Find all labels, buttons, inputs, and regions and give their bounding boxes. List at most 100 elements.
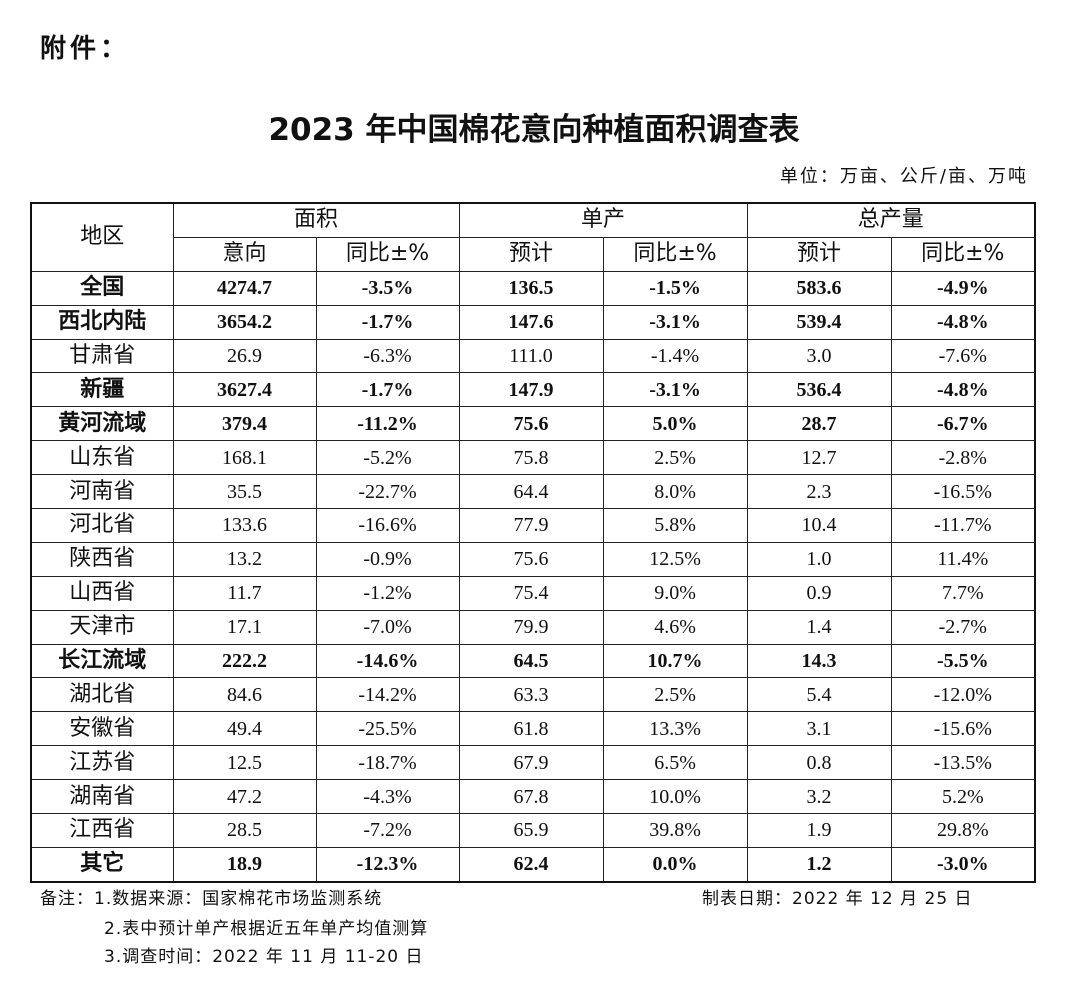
cell-area: 11.7 <box>172 575 317 611</box>
cell-output: 1.0 <box>746 541 892 577</box>
cell-output: 1.9 <box>746 813 892 848</box>
cell-yield: 64.5 <box>458 643 604 679</box>
cell-area: 84.6 <box>172 677 317 713</box>
cell-output-yoy: -3.0% <box>890 846 1036 883</box>
cell-area-yoy: -3.5% <box>315 270 460 306</box>
cell-region: 新疆 <box>30 372 174 408</box>
cell-yield-yoy: -3.1% <box>602 304 748 340</box>
cell-area-yoy: -1.7% <box>315 372 460 408</box>
cell-output: 0.9 <box>746 575 892 611</box>
cell-yield-yoy: -3.1% <box>602 372 748 408</box>
cell-output-yoy: 29.8% <box>890 813 1036 848</box>
table-row: 江苏省 12.5 -18.7% 67.9 6.5% 0.8 -13.5% <box>30 745 1036 781</box>
header-row-1: 地区 面积 单产 总产量 <box>30 202 1036 272</box>
cell-output: 12.7 <box>746 440 892 476</box>
cell-yield: 147.9 <box>458 372 604 408</box>
cell-yield: 75.6 <box>458 406 604 442</box>
cell-yield: 67.8 <box>458 779 604 815</box>
cell-output-yoy: -5.5% <box>890 643 1036 679</box>
note-source: 备注：1.数据来源：国家棉花市场监测系统 <box>40 889 383 909</box>
cell-yield-yoy: -1.4% <box>602 338 748 374</box>
header-yield: 单产 <box>458 202 748 238</box>
cell-yield-yoy: 5.0% <box>602 406 748 442</box>
cell-yield: 75.4 <box>458 575 604 611</box>
cell-region: 陕西省 <box>30 541 174 577</box>
table-body: 全国 4274.7 -3.5% 136.5 -1.5% 583.6 -4.9% 西北内陆 365… <box>30 270 1036 883</box>
cell-area-yoy: -12.3% <box>315 846 460 883</box>
cell-yield: 136.5 <box>458 270 604 306</box>
table-row: 湖北省 84.6 -14.2% 63.3 2.5% 5.4 -12.0% <box>30 677 1036 713</box>
cell-region: 山东省 <box>30 440 174 476</box>
cell-output-yoy: -2.8% <box>890 440 1036 476</box>
cell-region: 江西省 <box>30 813 174 848</box>
cell-yield: 62.4 <box>458 846 604 883</box>
cell-area-yoy: -1.2% <box>315 575 460 611</box>
table-row: 河北省 133.6 -16.6% 77.9 5.8% 10.4 -11.7% <box>30 508 1036 543</box>
table-row: 山西省 11.7 -1.2% 75.4 9.0% 0.9 7.7% <box>30 575 1036 611</box>
cell-yield-yoy: 4.6% <box>602 609 748 645</box>
cell-output: 3.0 <box>746 338 892 374</box>
cell-yield: 111.0 <box>458 338 604 374</box>
header-area-intent: 意向 <box>172 236 317 272</box>
page-title: 2023 年中国棉花意向种植面积调查表 <box>268 112 800 148</box>
cell-region: 天津市 <box>30 609 174 645</box>
cell-region: 西北内陆 <box>30 304 174 340</box>
cell-area: 28.5 <box>172 813 317 848</box>
cell-yield: 61.8 <box>458 711 604 747</box>
header-yield-est: 预计 <box>458 236 604 272</box>
cell-region: 河北省 <box>30 508 174 543</box>
cell-region: 湖北省 <box>30 677 174 713</box>
cell-area: 3654.2 <box>172 304 317 340</box>
cell-output: 2.3 <box>746 474 892 510</box>
cell-yield-yoy: 39.8% <box>602 813 748 848</box>
cell-output-yoy: -7.6% <box>890 338 1036 374</box>
cell-yield: 79.9 <box>458 609 604 645</box>
table-row: 黄河流域 379.4 -11.2% 75.6 5.0% 28.7 -6.7% <box>30 406 1036 442</box>
cell-area: 13.2 <box>172 541 317 577</box>
cell-output-yoy: -13.5% <box>890 745 1036 781</box>
cell-area-yoy: -25.5% <box>315 711 460 747</box>
cell-yield: 65.9 <box>458 813 604 848</box>
cell-area: 12.5 <box>172 745 317 781</box>
cell-area: 168.1 <box>172 440 317 476</box>
cell-output: 583.6 <box>746 270 892 306</box>
cell-yield-yoy: 2.5% <box>602 677 748 713</box>
cell-output-yoy: -6.7% <box>890 406 1036 442</box>
cell-output-yoy: -16.5% <box>890 474 1036 510</box>
cell-yield-yoy: 2.5% <box>602 440 748 476</box>
cell-region: 河南省 <box>30 474 174 510</box>
cell-output: 10.4 <box>746 508 892 543</box>
cell-output: 536.4 <box>746 372 892 408</box>
cell-region: 长江流域 <box>30 643 174 679</box>
table-row: 全国 4274.7 -3.5% 136.5 -1.5% 583.6 -4.9% <box>30 270 1036 306</box>
cell-region: 安徽省 <box>30 711 174 747</box>
cell-region: 江苏省 <box>30 745 174 781</box>
note-yield-method: 2.表中预计单产根据近五年单产均值测算 <box>104 919 429 939</box>
header-area: 面积 <box>172 202 460 238</box>
cell-area: 26.9 <box>172 338 317 374</box>
table-row: 西北内陆 3654.2 -1.7% 147.6 -3.1% 539.4 -4.8% <box>30 304 1036 340</box>
cell-area: 4274.7 <box>172 270 317 306</box>
cell-yield-yoy: 6.5% <box>602 745 748 781</box>
cell-area: 3627.4 <box>172 372 317 408</box>
cell-output: 5.4 <box>746 677 892 713</box>
cell-region: 甘肃省 <box>30 338 174 374</box>
cell-output-yoy: -4.8% <box>890 304 1036 340</box>
cell-output-yoy: -11.7% <box>890 508 1036 543</box>
table-row: 江西省 28.5 -7.2% 65.9 39.8% 1.9 29.8% <box>30 813 1036 848</box>
cell-area: 49.4 <box>172 711 317 747</box>
table-row: 天津市 17.1 -7.0% 79.9 4.6% 1.4 -2.7% <box>30 609 1036 645</box>
unit-note: 单位：万亩、公斤/亩、万吨 <box>779 166 1028 187</box>
cell-output: 0.8 <box>746 745 892 781</box>
cell-yield-yoy: -1.5% <box>602 270 748 306</box>
cell-area-yoy: -1.7% <box>315 304 460 340</box>
table-date: 制表日期：2022 年 12 月 25 日 <box>702 889 973 909</box>
table-row: 长江流域 222.2 -14.6% 64.5 10.7% 14.3 -5.5% <box>30 643 1036 679</box>
cell-area-yoy: -0.9% <box>315 541 460 577</box>
cell-yield-yoy: 0.0% <box>602 846 748 883</box>
table-row: 河南省 35.5 -22.7% 64.4 8.0% 2.3 -16.5% <box>30 474 1036 510</box>
cell-area-yoy: -14.2% <box>315 677 460 713</box>
table-row: 其它 18.9 -12.3% 62.4 0.0% 1.2 -3.0% <box>30 846 1036 883</box>
table-row: 甘肃省 26.9 -6.3% 111.0 -1.4% 3.0 -7.6% <box>30 338 1036 374</box>
cell-yield-yoy: 5.8% <box>602 508 748 543</box>
